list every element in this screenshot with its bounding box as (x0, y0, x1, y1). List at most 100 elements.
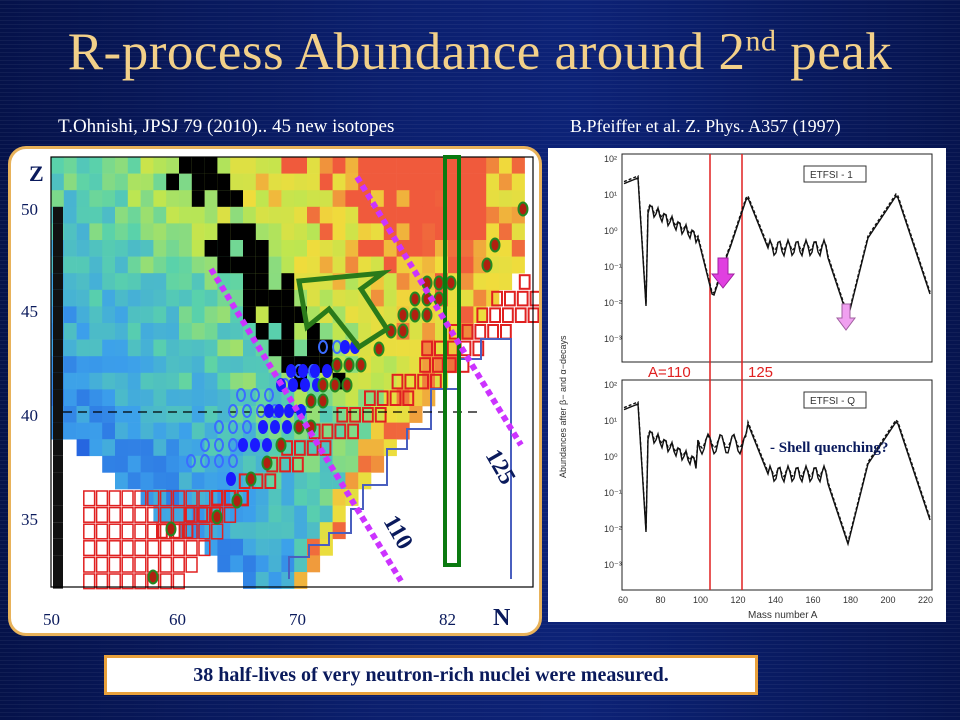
heat-cell (140, 356, 154, 374)
heat-cell (307, 223, 321, 241)
heat-cell (345, 240, 359, 257)
heat-cell (127, 240, 141, 257)
heat-cell (89, 406, 103, 423)
measured-halflife-dot (322, 364, 332, 378)
heat-cell (307, 489, 321, 506)
heat-cell (281, 256, 295, 274)
heat-cell (307, 173, 321, 191)
citation-right: B.Pfeiffer et al. Z. Phys. A357 (1997) (570, 116, 841, 136)
heat-cell (383, 240, 397, 257)
heat-cell (204, 223, 218, 241)
unknown-nuclide-box (364, 390, 376, 406)
measured-halflife-dot (284, 404, 294, 418)
heat-cell (383, 422, 397, 440)
heat-cell (230, 522, 244, 540)
rprocess-path-dot (373, 341, 385, 357)
heat-cell (307, 505, 321, 523)
isobar-110-line (208, 267, 404, 583)
nuclide-chart-svg: Z N 50 45 40 35 50 60 70 82 110 125 (21, 155, 539, 631)
heat-cell (268, 356, 282, 374)
heat-cell (383, 339, 397, 357)
unknown-nuclide-box (474, 324, 487, 340)
unknown-nuclide-box (334, 423, 347, 440)
rprocess-path-dot (355, 357, 367, 373)
heat-cell (473, 289, 487, 307)
heat-cell (140, 190, 154, 208)
abundance-x-ticks: 60 80 100 120 140 160 180 200 220 (618, 595, 933, 605)
unknown-nuclide-box (108, 523, 121, 540)
y-tick-label: 35 (21, 510, 38, 529)
heat-cell (115, 223, 129, 241)
heat-cell (179, 323, 193, 340)
unknown-nuclide-box (83, 556, 96, 573)
rprocess-path-dot (397, 323, 409, 339)
heat-cell (230, 323, 244, 340)
heat-cell (230, 372, 244, 390)
heat-cell (255, 538, 269, 556)
rprocess-path-dot (275, 437, 287, 453)
abundance-y-tick-bottom: 10⁻¹ (604, 488, 622, 498)
heat-cell (127, 356, 141, 374)
heat-cell (371, 223, 385, 241)
unknown-nuclide-box (172, 540, 185, 557)
heat-cell (102, 240, 116, 257)
heat-cell (332, 505, 346, 523)
heat-cell (345, 439, 359, 457)
heat-cell (294, 489, 308, 506)
stable-nuclide-cell (255, 256, 269, 274)
stable-nuclide-cell (281, 306, 295, 323)
heat-cell (166, 339, 180, 357)
unknown-nuclide-box (159, 506, 173, 523)
heat-cell (179, 372, 193, 390)
abundance-x-tick: 180 (843, 595, 858, 605)
heat-cell (319, 206, 333, 224)
unknown-nuclide-box (83, 540, 96, 557)
heat-cell (319, 489, 333, 506)
heat-cell (204, 356, 218, 374)
chart-left-edge (53, 240, 63, 257)
unknown-nuclide-box (336, 407, 349, 423)
heat-cell (102, 157, 116, 174)
abundance-y-tick-top: 10² (604, 154, 617, 164)
heat-cell (409, 273, 423, 291)
stable-nuclide-cell (255, 273, 269, 290)
rprocess-path-dot (231, 493, 243, 509)
stable-nuclide-cell (179, 157, 192, 174)
heat-cell (268, 538, 282, 556)
heat-cell (409, 256, 423, 274)
heat-cell (153, 439, 167, 457)
heat-cell (230, 555, 244, 573)
heat-cell (396, 339, 410, 357)
unknown-nuclide-box (211, 490, 224, 507)
unknown-nuclide-box (134, 506, 147, 523)
stable-nuclide-cell (307, 339, 320, 357)
heat-cell (140, 372, 154, 390)
y-tick-label: 50 (21, 200, 38, 219)
heat-cell (89, 356, 103, 374)
heat-cell (191, 240, 205, 257)
heat-cell (383, 273, 397, 291)
heat-cell (115, 356, 129, 374)
heat-cell (383, 306, 397, 324)
abundance-x-tick: 140 (768, 595, 783, 605)
heat-cell (255, 223, 269, 241)
heat-cell (255, 190, 269, 208)
heat-cell (217, 538, 231, 556)
chart-left-edge (53, 256, 63, 274)
heat-cell (63, 356, 77, 374)
heat-cell (166, 439, 180, 457)
unknown-nuclide-box (185, 523, 198, 540)
unknown-nuclide-box (432, 357, 444, 373)
measured-halflife-dot (298, 364, 308, 378)
abundance-y-tick-top: 10⁰ (604, 226, 618, 236)
heat-cell (422, 323, 436, 340)
heat-cell (243, 538, 257, 556)
heat-cell (268, 223, 282, 241)
heat-cell (179, 223, 193, 241)
heat-cell (204, 472, 218, 490)
heat-cell (153, 306, 167, 324)
heat-cell (371, 455, 385, 473)
heat-cell (89, 273, 103, 291)
heat-cell (294, 223, 308, 241)
heat-cell (358, 157, 372, 174)
